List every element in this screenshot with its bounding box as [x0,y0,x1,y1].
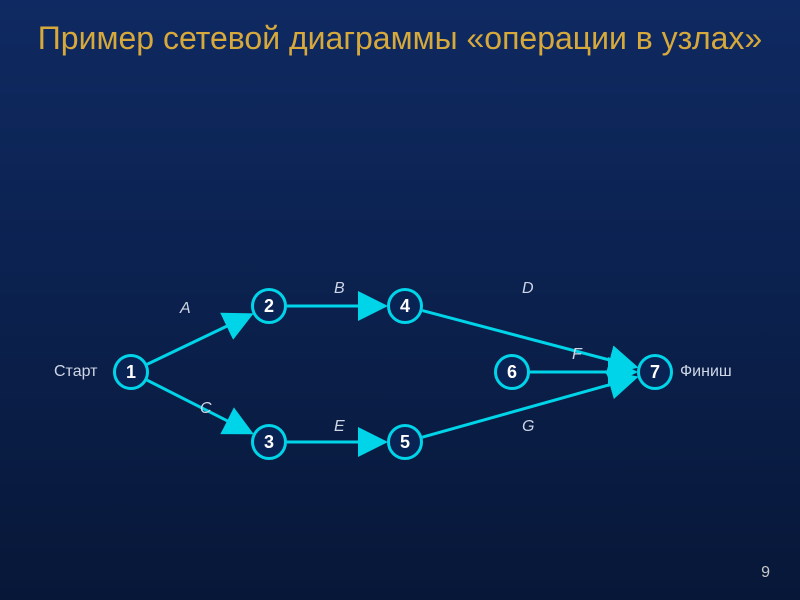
page-number: 9 [761,564,770,582]
edge-1-2 [147,315,251,365]
node-6: 6 [494,354,530,390]
node-3: 3 [251,424,287,460]
node-7: 7 [637,354,673,390]
side-label-7: Финиш [680,363,732,381]
slide: Пример сетевой диаграммы «операции в узл… [0,0,800,600]
edge-label-B: B [334,280,345,298]
edge-label-G: G [522,418,534,436]
edge-4-7 [422,311,635,367]
edge-label-C: C [200,400,212,418]
side-label-1: Старт [54,363,97,381]
edge-label-A: A [180,300,191,318]
node-4: 4 [387,288,423,324]
node-2: 2 [251,288,287,324]
node-5: 5 [387,424,423,460]
edge-label-F: F [572,346,582,364]
edge-label-D: D [522,280,534,298]
node-1: 1 [113,354,149,390]
edge-label-E: E [334,418,345,436]
